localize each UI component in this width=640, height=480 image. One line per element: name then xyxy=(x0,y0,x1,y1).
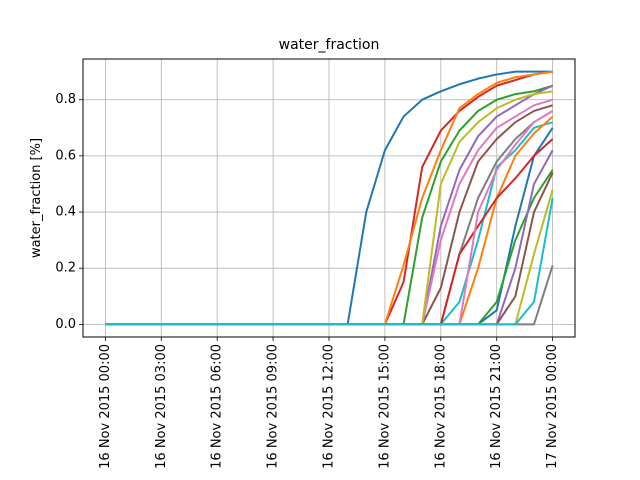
x-tick-label: 16 Nov 2015 09:00 xyxy=(266,344,281,469)
lines xyxy=(105,70,554,326)
y-tick-label: 0.8 xyxy=(55,92,76,107)
x-tick-label: 16 Nov 2015 03:00 xyxy=(154,344,169,469)
x-tick-label: 16 Nov 2015 12:00 xyxy=(322,344,337,469)
x-tick-label: 17 Nov 2015 00:00 xyxy=(545,344,560,469)
data-line xyxy=(105,197,554,326)
y-tick-label: 0.0 xyxy=(55,317,76,332)
y-axis-label: water_fraction [%] xyxy=(29,138,44,258)
y-tick-label: 0.2 xyxy=(55,261,76,276)
chart-title: water_fraction xyxy=(279,37,380,53)
x-tick-label: 16 Nov 2015 15:00 xyxy=(377,344,392,469)
x-tick-label: 16 Nov 2015 00:00 xyxy=(98,344,113,469)
x-tick-label: 16 Nov 2015 18:00 xyxy=(433,344,448,469)
y-tick-label: 0.6 xyxy=(55,148,76,163)
x-tick-label: 16 Nov 2015 06:00 xyxy=(210,344,225,469)
ticks: 16 Nov 2015 00:00 16 Nov 2015 03:00 16 Nov… xyxy=(55,92,560,469)
y-tick-label: 0.4 xyxy=(55,205,76,220)
x-tick-label: 16 Nov 2015 21:00 xyxy=(489,344,504,469)
